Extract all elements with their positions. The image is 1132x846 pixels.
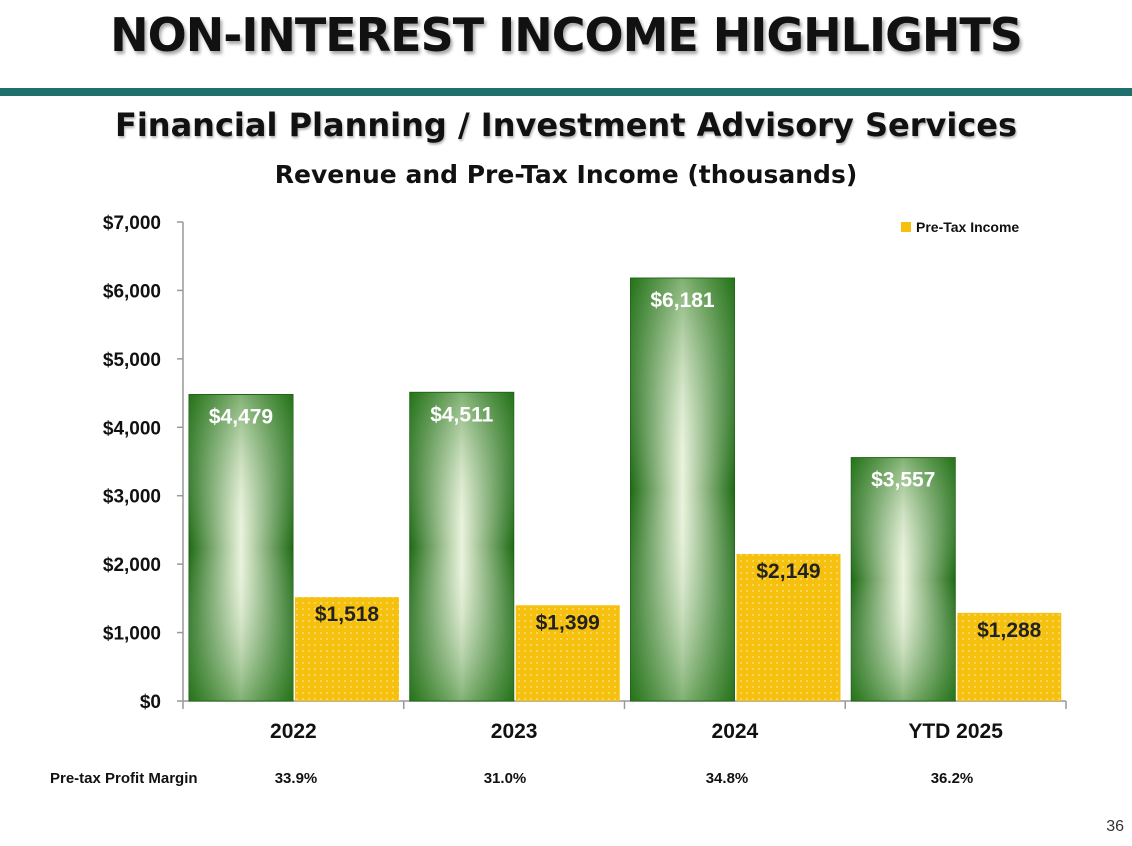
- revenue-bar-shade: [630, 278, 735, 701]
- y-tick-label: $1,000: [103, 624, 161, 645]
- y-tick-label: $5,000: [103, 350, 161, 371]
- title-divider: [0, 88, 1132, 96]
- revenue-data-label: $6,181: [650, 289, 715, 312]
- y-tick-label: $6,000: [103, 281, 161, 302]
- revenue-data-label: $3,557: [871, 469, 935, 492]
- x-tick-label: 2024: [712, 720, 759, 743]
- y-tick-label: $4,000: [103, 418, 161, 439]
- chart-title: Revenue and Pre-Tax Income (thousands): [274, 160, 858, 189]
- x-tick-label: YTD 2025: [908, 720, 1003, 743]
- revenue-bar-shade: [189, 394, 293, 701]
- pretax-bar: [515, 605, 620, 701]
- page-subtitle: Financial Planning / Investment Advisory…: [114, 106, 1018, 144]
- profit-margin-row: Pre-tax Profit Margin 33.9% 31.0% 34.8% …: [0, 770, 1132, 794]
- profit-margin-value: 31.0%: [483, 770, 527, 787]
- x-tick-label: 2023: [491, 720, 538, 743]
- profit-margin-label: Pre-tax Profit Margin: [50, 770, 198, 787]
- page-number: 36: [1106, 818, 1124, 835]
- y-tick-label: $2,000: [103, 555, 161, 576]
- profit-margin-value: 36.2%: [930, 770, 974, 787]
- pretax-bar: [957, 612, 1062, 701]
- pretax-data-label: $1,399: [536, 611, 600, 634]
- y-tick-label: $7,000: [103, 213, 161, 234]
- pretax-data-label: $2,149: [756, 560, 820, 583]
- bar-chart: $0 $1,000 $2,000 $3,000 $4,000 $5,000 $6,000 $7…: [103, 213, 1067, 743]
- pretax-data-label: $1,288: [977, 619, 1042, 642]
- revenue-bar-shade: [409, 392, 514, 701]
- revenue-bar-shade: [851, 457, 956, 701]
- y-tick-label: $0: [140, 692, 161, 713]
- pretax-bar: [736, 553, 841, 701]
- x-tick-label: 2022: [270, 720, 317, 743]
- profit-margin-value: 34.8%: [705, 770, 749, 787]
- revenue-data-label: $4,479: [209, 406, 273, 429]
- pretax-bar: [295, 597, 399, 701]
- profit-margin-value: 33.9%: [274, 770, 318, 787]
- page-title: NON-INTEREST INCOME HIGHLIGHTS: [110, 8, 1023, 62]
- legend-swatch-pretax: [901, 222, 911, 232]
- pretax-data-label: $1,518: [315, 603, 380, 626]
- legend-label-pretax: Pre-Tax Income: [916, 219, 1019, 235]
- y-tick-label: $3,000: [103, 487, 161, 508]
- revenue-data-label: $4,511: [430, 403, 493, 426]
